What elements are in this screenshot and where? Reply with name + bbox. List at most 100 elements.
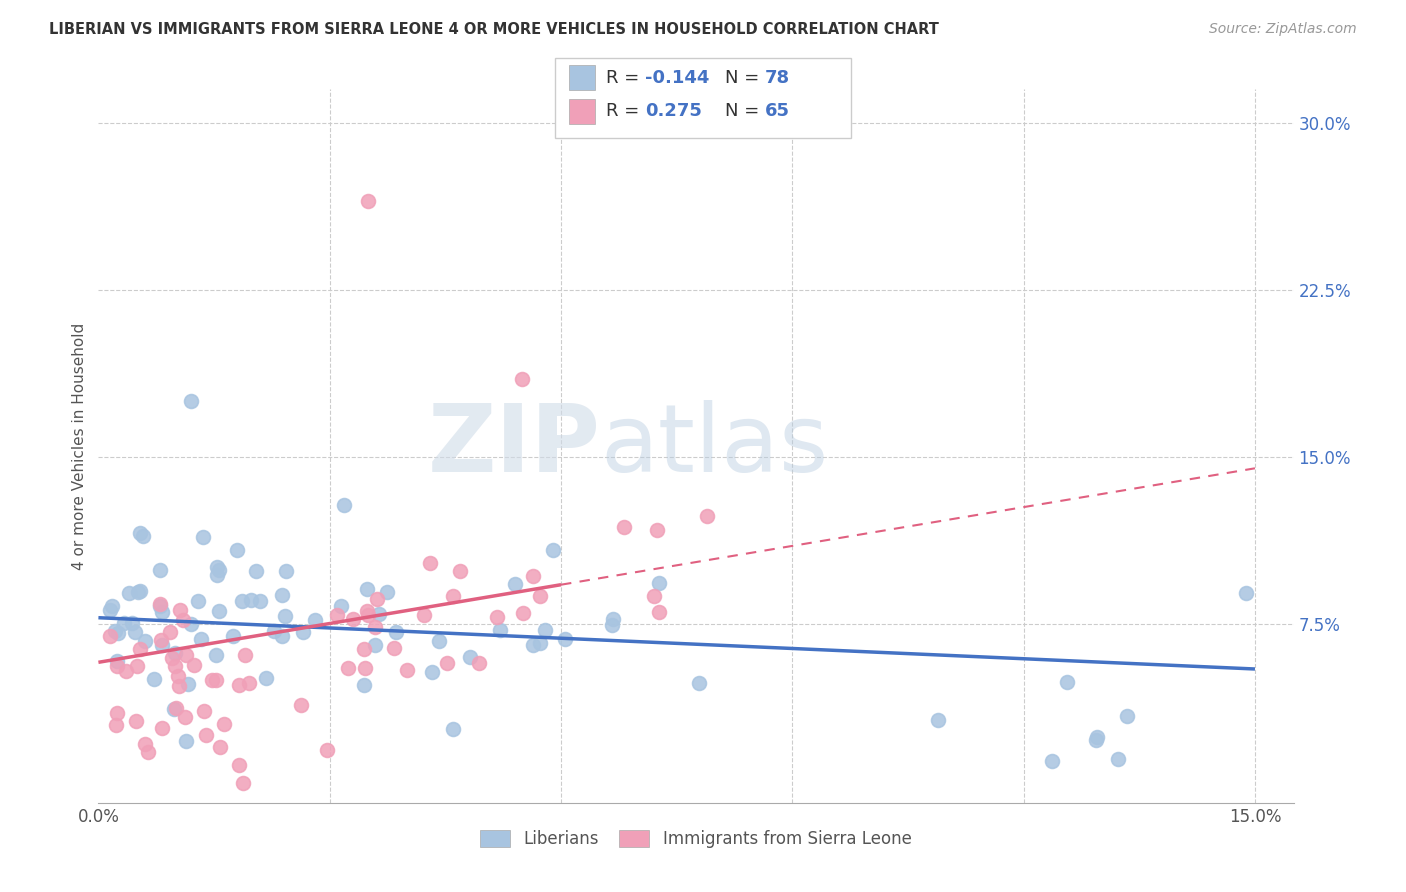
Point <box>228 677 250 691</box>
Point <box>233 648 256 662</box>
Point <box>274 565 297 579</box>
Point <box>356 582 378 596</box>
Point <box>174 734 197 748</box>
Y-axis label: 4 or more Vehicles in Household: 4 or more Vehicles in Household <box>72 322 87 570</box>
Point <box>125 714 148 728</box>
Point <box>441 722 464 736</box>
Point <box>149 598 172 612</box>
Point <box>165 701 187 715</box>
Point <box>529 589 551 603</box>
Point <box>176 648 198 663</box>
Point <box>612 520 634 534</box>
Point <box>165 646 187 660</box>
Point <box>98 629 121 643</box>
Point <box>541 543 564 558</box>
Text: -0.144: -0.144 <box>645 69 710 87</box>
Point <box>209 740 232 755</box>
Point <box>163 658 186 673</box>
Text: 65: 65 <box>765 103 790 120</box>
Point <box>207 568 229 582</box>
Point <box>149 599 172 613</box>
Point <box>101 599 124 613</box>
Point <box>163 702 186 716</box>
Point <box>124 624 146 639</box>
Point <box>105 706 128 721</box>
Point <box>143 672 166 686</box>
Point <box>364 638 387 652</box>
Point <box>204 648 226 662</box>
Point <box>602 612 624 626</box>
Point <box>118 586 141 600</box>
Text: N =: N = <box>725 69 765 87</box>
Point <box>152 638 174 652</box>
Point <box>342 612 364 626</box>
Point <box>162 651 184 665</box>
Point <box>522 638 544 652</box>
Point <box>316 743 339 757</box>
Point <box>512 606 534 620</box>
Point <box>104 718 127 732</box>
Point <box>174 710 197 724</box>
Point <box>326 608 349 623</box>
Text: N =: N = <box>725 103 765 120</box>
Point <box>129 526 152 541</box>
Point <box>503 576 526 591</box>
Point <box>159 625 181 640</box>
Point <box>333 498 356 512</box>
Point <box>128 642 150 657</box>
Point <box>134 633 156 648</box>
Point <box>366 591 388 606</box>
Legend: Liberians, Immigrants from Sierra Leone: Liberians, Immigrants from Sierra Leone <box>474 823 918 855</box>
Point <box>688 676 710 690</box>
Point <box>512 372 534 386</box>
Point <box>412 607 434 622</box>
Point <box>132 529 155 543</box>
Point <box>533 623 555 637</box>
Point <box>353 660 375 674</box>
Point <box>927 713 949 727</box>
Text: LIBERIAN VS IMMIGRANTS FROM SIERRA LEONE 4 OR MORE VEHICLES IN HOUSEHOLD CORRELA: LIBERIAN VS IMMIGRANTS FROM SIERRA LEONE… <box>49 22 939 37</box>
Point <box>138 745 160 759</box>
Point <box>263 624 285 639</box>
Point <box>643 589 665 603</box>
Point <box>194 728 217 742</box>
Point <box>648 605 671 619</box>
Point <box>353 641 375 656</box>
Point <box>357 608 380 623</box>
Point <box>128 583 150 598</box>
Point <box>205 673 228 687</box>
Point <box>436 656 458 670</box>
Point <box>1085 730 1108 744</box>
Point <box>193 704 215 718</box>
Point <box>427 634 450 648</box>
Point <box>208 604 231 618</box>
Point <box>121 615 143 630</box>
Point <box>1056 675 1078 690</box>
Point <box>489 623 512 637</box>
Point <box>377 585 399 599</box>
Point <box>180 394 202 409</box>
Point <box>240 593 263 607</box>
Point <box>357 194 380 208</box>
Point <box>187 593 209 607</box>
Point <box>150 721 173 735</box>
Point <box>134 737 156 751</box>
Point <box>449 564 471 578</box>
Point <box>364 620 387 634</box>
Text: 0.275: 0.275 <box>645 103 702 120</box>
Point <box>105 654 128 668</box>
Text: R =: R = <box>606 69 645 87</box>
Point <box>212 716 235 731</box>
Point <box>245 564 267 578</box>
Point <box>1085 733 1108 747</box>
Point <box>336 660 359 674</box>
Point <box>1040 754 1063 768</box>
Point <box>529 636 551 650</box>
Point <box>602 617 624 632</box>
Point <box>180 616 202 631</box>
Point <box>330 599 353 613</box>
Point <box>222 629 245 643</box>
Point <box>169 603 191 617</box>
Point <box>149 633 172 648</box>
Point <box>486 609 509 624</box>
